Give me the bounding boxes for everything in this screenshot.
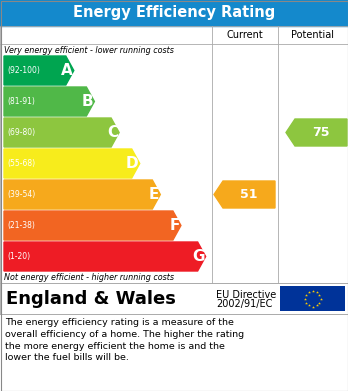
Text: Very energy efficient - lower running costs: Very energy efficient - lower running co…: [4, 46, 174, 55]
Bar: [0, 26, 348, 283]
Text: E: E: [149, 187, 159, 202]
Text: EU Directive: EU Directive: [216, 289, 276, 300]
Text: 51: 51: [240, 188, 258, 201]
Text: Not energy efficient - higher running costs: Not energy efficient - higher running co…: [4, 273, 174, 282]
Text: (81-91): (81-91): [7, 97, 35, 106]
Text: The energy efficiency rating is a measure of the
overall efficiency of a home. T: The energy efficiency rating is a measur…: [5, 318, 244, 362]
Text: (1-20): (1-20): [7, 252, 30, 261]
Polygon shape: [4, 118, 119, 147]
Text: A: A: [61, 63, 73, 78]
Text: B: B: [82, 94, 93, 109]
Polygon shape: [214, 181, 275, 208]
Text: (55-68): (55-68): [7, 159, 35, 168]
Text: C: C: [107, 125, 118, 140]
Bar: [0, 283, 348, 314]
Text: G: G: [192, 249, 205, 264]
Polygon shape: [4, 242, 206, 271]
Polygon shape: [4, 180, 160, 209]
Bar: [280, 286, 345, 311]
Text: England & Wales: England & Wales: [6, 289, 176, 307]
Text: Potential: Potential: [292, 30, 334, 40]
Bar: [0, 283, 348, 314]
Bar: [0, 26, 348, 283]
Polygon shape: [4, 56, 74, 85]
Text: (39-54): (39-54): [7, 190, 35, 199]
Text: F: F: [169, 218, 180, 233]
Polygon shape: [4, 87, 94, 116]
Polygon shape: [4, 149, 140, 178]
Text: (92-100): (92-100): [7, 66, 40, 75]
Text: Energy Efficiency Rating: Energy Efficiency Rating: [73, 5, 275, 20]
Polygon shape: [286, 119, 347, 146]
Text: (69-80): (69-80): [7, 128, 35, 137]
Polygon shape: [4, 211, 181, 240]
Text: 2002/91/EC: 2002/91/EC: [216, 298, 272, 308]
Text: Current: Current: [227, 30, 263, 40]
Text: (21-38): (21-38): [7, 221, 35, 230]
Bar: [0, 0, 348, 26]
Text: D: D: [126, 156, 139, 171]
Text: 75: 75: [312, 126, 330, 139]
